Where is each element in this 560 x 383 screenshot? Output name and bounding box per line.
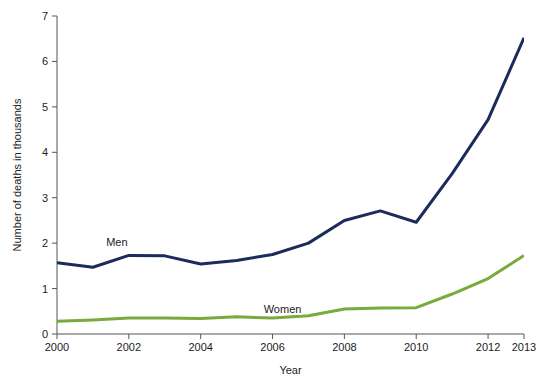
y-tick xyxy=(52,334,57,335)
series-label: Women xyxy=(264,303,302,315)
x-tick-label: 2000 xyxy=(45,341,69,353)
x-tick-label: 2008 xyxy=(332,341,356,353)
x-tick xyxy=(128,334,129,339)
plot-area xyxy=(57,38,524,321)
y-tick xyxy=(52,243,57,244)
x-tick xyxy=(524,334,525,339)
x-tick-label: 2006 xyxy=(260,341,284,353)
x-axis-label: Year xyxy=(279,364,302,376)
x-tick-label: 2004 xyxy=(188,341,212,353)
y-tick xyxy=(52,288,57,289)
x-tick-label: 2002 xyxy=(117,341,141,353)
x-tick-label: 2013 xyxy=(512,341,536,353)
series-line xyxy=(57,38,524,267)
chart-container: 0 1 2 3 4 5 6 7 2000 2002 2004 2006 2008 2010 2012 2013… xyxy=(0,0,560,383)
y-tick xyxy=(52,197,57,198)
y-tick-label: 2 xyxy=(42,237,48,249)
y-tick-label: 5 xyxy=(42,101,48,113)
series-label: Men xyxy=(106,236,127,248)
y-tick-label: 0 xyxy=(42,328,48,340)
chart: 0 1 2 3 4 5 6 7 2000 2002 2004 2006 2008 2010 2012 2013… xyxy=(0,0,560,383)
y-tick-label: 4 xyxy=(42,146,48,158)
x-tick xyxy=(344,334,345,339)
y-tick xyxy=(52,61,57,62)
x-tick xyxy=(272,334,273,339)
y-tick xyxy=(52,152,57,153)
y-tick-label: 3 xyxy=(42,192,48,204)
x-tick xyxy=(488,334,489,339)
y-axis-line xyxy=(57,16,58,334)
y-tick xyxy=(52,16,57,17)
x-tick-label: 2012 xyxy=(476,341,500,353)
y-axis-label: Number of deaths in thousands xyxy=(11,98,23,251)
x-tick-label: 2010 xyxy=(404,341,428,353)
x-tick xyxy=(416,334,417,339)
y-tick-label: 7 xyxy=(42,10,48,22)
x-axis-line xyxy=(57,334,524,335)
x-tick xyxy=(57,334,58,339)
y-tick-label: 1 xyxy=(42,283,48,295)
y-tick xyxy=(52,106,57,107)
y-tick-label: 6 xyxy=(42,55,48,67)
series-line xyxy=(57,255,524,321)
x-tick xyxy=(200,334,201,339)
